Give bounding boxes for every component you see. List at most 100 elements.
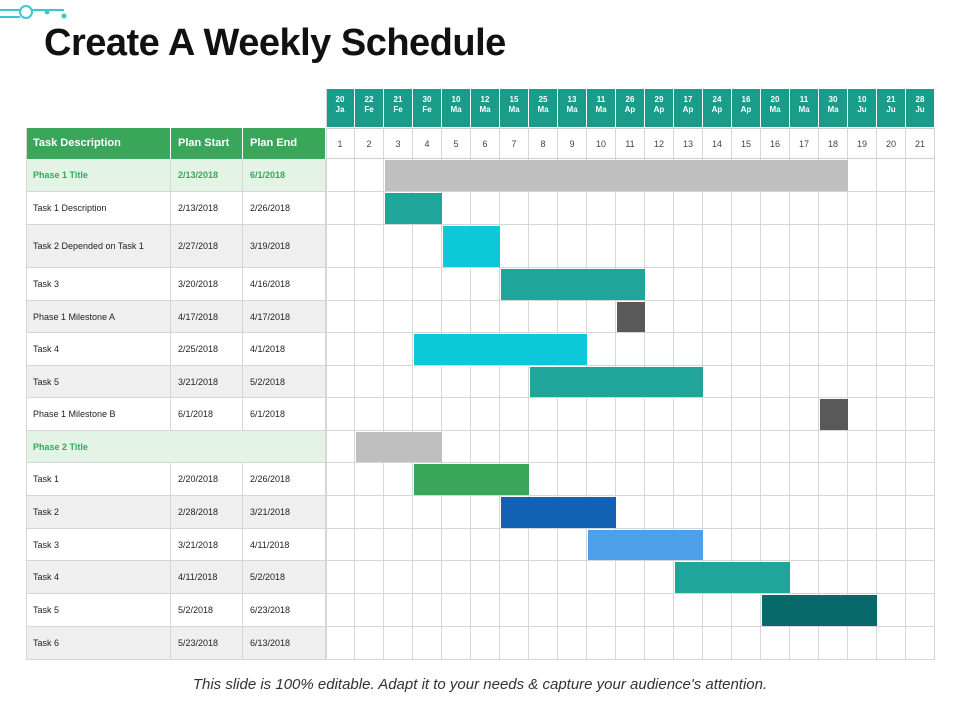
grid-cell	[355, 333, 384, 366]
grid-cell	[790, 627, 819, 660]
grid-cell	[326, 594, 355, 627]
grid-cell	[819, 627, 848, 660]
grid-cell	[761, 529, 790, 561]
grid-cell	[355, 561, 384, 594]
grid-cell	[587, 333, 616, 366]
grid-cell	[442, 529, 471, 561]
grid-cell	[587, 301, 616, 333]
grid-cell	[384, 529, 413, 561]
grid-cell	[413, 398, 442, 431]
gantt-bar	[501, 269, 645, 300]
grid-cell	[848, 366, 877, 398]
week-date-header: 11 Ma	[790, 89, 819, 127]
grid-cell	[703, 333, 732, 366]
grid-cell	[384, 268, 413, 301]
grid-cell	[413, 627, 442, 660]
week-number: 21	[906, 128, 935, 159]
grid-cell	[906, 431, 935, 463]
plan-end-cell: 6/1/2018	[243, 159, 326, 192]
grid-cell	[703, 594, 732, 627]
week-date-header: 28 Ju	[906, 89, 935, 127]
grid-cell	[442, 561, 471, 594]
grid-cell	[384, 627, 413, 660]
grid-left-border	[326, 89, 327, 660]
week-number: 4	[413, 128, 442, 159]
task-description-cell: Task 1	[26, 463, 171, 496]
grid-cell	[732, 529, 761, 561]
grid-cell	[819, 529, 848, 561]
grid-cell	[819, 301, 848, 333]
grid-cell	[906, 627, 935, 660]
plan-start-header: Plan Start	[171, 128, 243, 159]
gantt-bar	[385, 160, 848, 191]
grid-cell	[558, 431, 587, 463]
grid-cell	[355, 366, 384, 398]
grid-cell	[558, 225, 587, 268]
grid-cell	[442, 398, 471, 431]
plan-end-cell: 6/23/2018	[243, 594, 326, 627]
grid-cell	[761, 627, 790, 660]
gantt-bar	[762, 595, 877, 626]
grid-cell	[877, 398, 906, 431]
task-description-cell: Task 4	[26, 333, 171, 366]
grid-cell	[877, 496, 906, 529]
grid-cell	[442, 627, 471, 660]
grid-cell	[587, 594, 616, 627]
grid-cell	[790, 333, 819, 366]
grid-cell	[587, 561, 616, 594]
grid-cell	[848, 431, 877, 463]
week-number: 16	[761, 128, 790, 159]
week-number: 9	[558, 128, 587, 159]
milestone-marker	[617, 302, 645, 332]
grid-cell	[355, 463, 384, 496]
grid-cell	[848, 192, 877, 225]
grid-cell	[558, 561, 587, 594]
grid-cell	[674, 627, 703, 660]
grid-cell	[326, 529, 355, 561]
table-left-border	[26, 128, 27, 660]
grid-cell	[790, 529, 819, 561]
grid-cell	[732, 268, 761, 301]
grid-cell	[877, 431, 906, 463]
grid-cell	[877, 463, 906, 496]
plan-end-cell: 5/2/2018	[243, 561, 326, 594]
grid-cell	[616, 333, 645, 366]
grid-cell	[848, 529, 877, 561]
grid-cell	[674, 431, 703, 463]
gantt-bar	[414, 464, 529, 495]
gantt-bar	[356, 432, 442, 462]
grid-cell	[877, 268, 906, 301]
grid-cell	[703, 268, 732, 301]
grid-cell	[384, 301, 413, 333]
grid-cell	[471, 192, 500, 225]
grid-cell	[819, 561, 848, 594]
week-number: 11	[616, 128, 645, 159]
grid-cell	[790, 366, 819, 398]
grid-cell	[355, 529, 384, 561]
grid-cell	[384, 594, 413, 627]
grid-cell	[674, 225, 703, 268]
grid-cell	[732, 627, 761, 660]
plan-start-cell: 2/27/2018	[171, 225, 243, 268]
grid-cell	[326, 463, 355, 496]
grid-cell	[616, 561, 645, 594]
plan-end-cell: 4/16/2018	[243, 268, 326, 301]
week-number: 1	[326, 128, 355, 159]
gantt-bar	[530, 367, 703, 397]
grid-cell	[355, 398, 384, 431]
grid-cell	[761, 366, 790, 398]
grid-cell	[384, 463, 413, 496]
week-number: 18	[819, 128, 848, 159]
grid-cell	[674, 268, 703, 301]
week-number: 13	[674, 128, 703, 159]
grid-cell	[471, 594, 500, 627]
grid-cell	[384, 496, 413, 529]
grid-cell	[355, 496, 384, 529]
plan-start-cell: 3/21/2018	[171, 529, 243, 561]
grid-cell	[761, 268, 790, 301]
grid-cell	[326, 225, 355, 268]
plan-end-cell: 5/2/2018	[243, 366, 326, 398]
week-number: 6	[471, 128, 500, 159]
task-description-cell: Task 2 Depended on Task 1	[26, 225, 171, 268]
grid-cell	[587, 225, 616, 268]
